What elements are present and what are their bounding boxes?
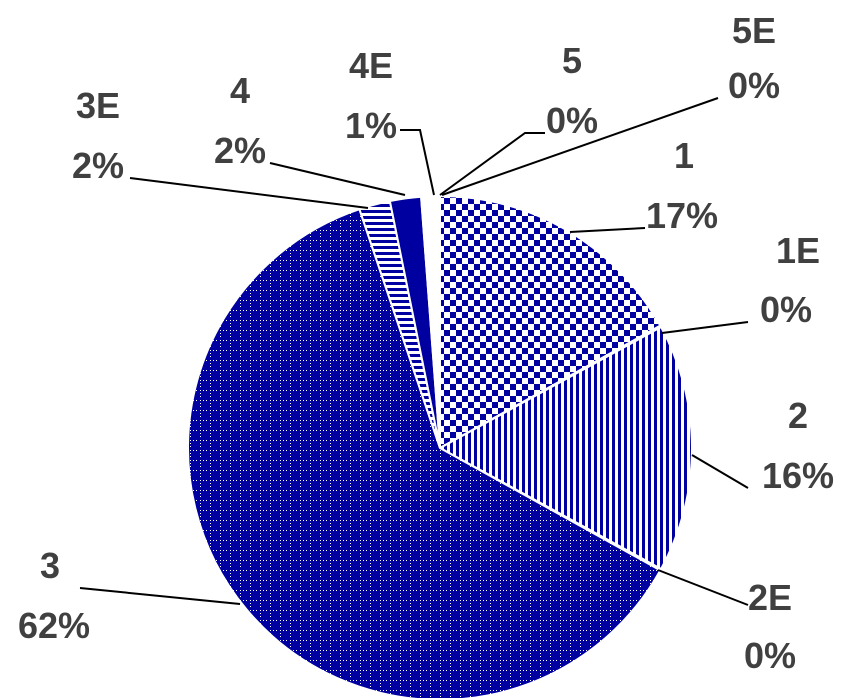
data-label-percent-5e: 0%: [728, 65, 780, 106]
leader-line-4e: [400, 129, 435, 196]
data-label-percent-3: 62%: [18, 605, 90, 646]
data-label-percent-4e: 1%: [345, 105, 397, 146]
data-label-percent-5: 0%: [546, 100, 598, 141]
pie-slice-5e: [437, 194, 441, 449]
data-label-percent-3e: 2%: [72, 145, 124, 186]
data-label-percent-2e: 0%: [744, 635, 796, 676]
data-labels: 1 17% 1E 0% 2 16% 2E 0% 3 62% 3E 2% 4 2% 4E 1% 5 0% 5E 0%: [18, 10, 834, 676]
leader-line-1: [569, 227, 646, 233]
data-label-percent-1e: 0%: [760, 289, 812, 330]
data-label-category-3: 3: [40, 545, 60, 586]
leader-line-5: [439, 132, 545, 196]
pie-slice-3: [187, 207, 662, 698]
data-label-category-1e: 1E: [776, 230, 820, 271]
leader-line-2: [691, 454, 749, 489]
leader-line-4: [269, 162, 406, 196]
leader-line-3e: [129, 177, 369, 209]
data-label-category-5e: 5E: [732, 10, 776, 51]
pie-slice-1: [439, 194, 662, 450]
leader-lines: [79, 97, 749, 606]
data-label-category-5: 5: [562, 40, 582, 81]
data-label-category-4e: 4E: [349, 45, 393, 86]
data-label-category-2: 2: [788, 395, 808, 436]
data-label-category-2e: 2E: [748, 577, 792, 618]
leader-line-3: [79, 587, 241, 605]
data-label-category-3e: 3E: [76, 85, 120, 126]
data-label-category-1: 1: [674, 135, 694, 176]
pie-slices: [187, 194, 693, 698]
data-label-percent-2: 16%: [762, 455, 834, 496]
data-label-percent-1: 17%: [646, 195, 718, 236]
pie-slice-2: [437, 325, 693, 571]
leader-line-5e: [441, 97, 719, 196]
data-label-percent-4: 2%: [214, 130, 266, 171]
data-label-category-4: 4: [230, 70, 250, 111]
leader-line-1e: [661, 321, 749, 334]
leader-line-2e: [657, 569, 749, 606]
